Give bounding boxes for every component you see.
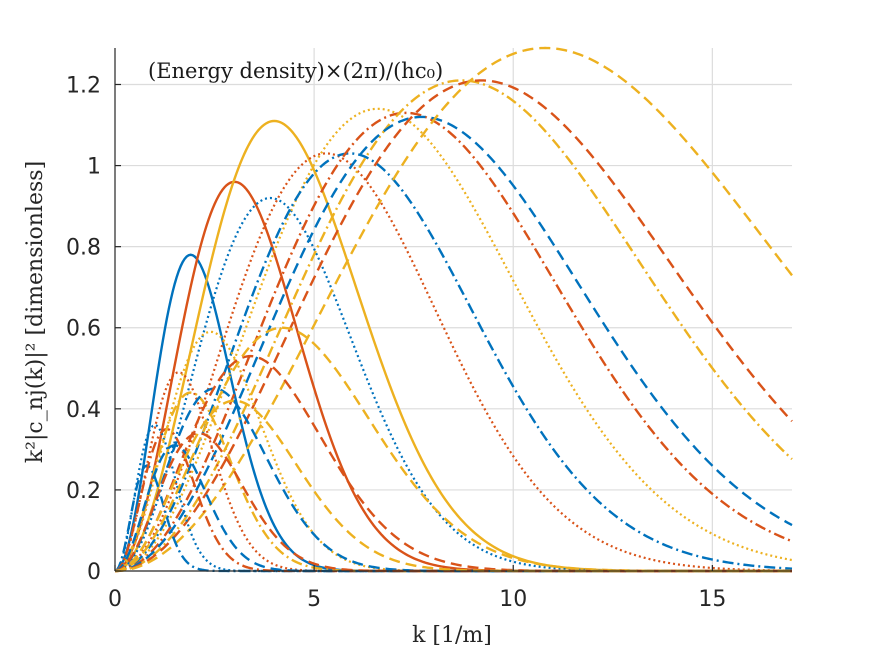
series-line — [114, 152, 793, 573]
y-tick-label: 1.2 — [66, 73, 101, 98]
y-tick-label: 0 — [87, 560, 101, 585]
series-line — [114, 399, 792, 573]
series-line — [114, 115, 793, 573]
series-layer — [114, 46, 793, 573]
series-line — [114, 427, 792, 573]
series-line — [114, 431, 792, 573]
y-tick-label: 0.2 — [66, 479, 101, 504]
x-axis-label: k [1/m] — [412, 623, 492, 648]
y-tick-label: 0.8 — [66, 236, 101, 261]
series-line — [114, 253, 792, 573]
series-line — [114, 107, 793, 573]
chart-annotation: (Energy density)×(2π)/(hc₀) — [148, 59, 443, 83]
series-line — [114, 79, 793, 573]
y-tick-label: 0.6 — [66, 317, 101, 342]
series-line — [114, 326, 792, 573]
series-line — [114, 152, 793, 573]
y-tick-label: 0.4 — [66, 398, 101, 423]
series-line — [114, 79, 793, 573]
series-line — [114, 391, 792, 573]
x-tick-label: 5 — [307, 587, 321, 612]
series-line — [114, 387, 792, 573]
x-tick-label: 0 — [108, 587, 122, 612]
y-axis-label: k²|c_nj(k)|² [dimensionless] — [23, 161, 48, 463]
x-tick-label: 15 — [698, 587, 726, 612]
series-line — [114, 111, 793, 573]
y-tick-label: 1 — [87, 155, 101, 180]
series-line — [114, 46, 793, 573]
axis-layer: 0 5 10 15 0 0.2 0.4 0.6 0.8 1 1.2 — [66, 48, 792, 612]
x-tick-label: 10 — [499, 587, 527, 612]
